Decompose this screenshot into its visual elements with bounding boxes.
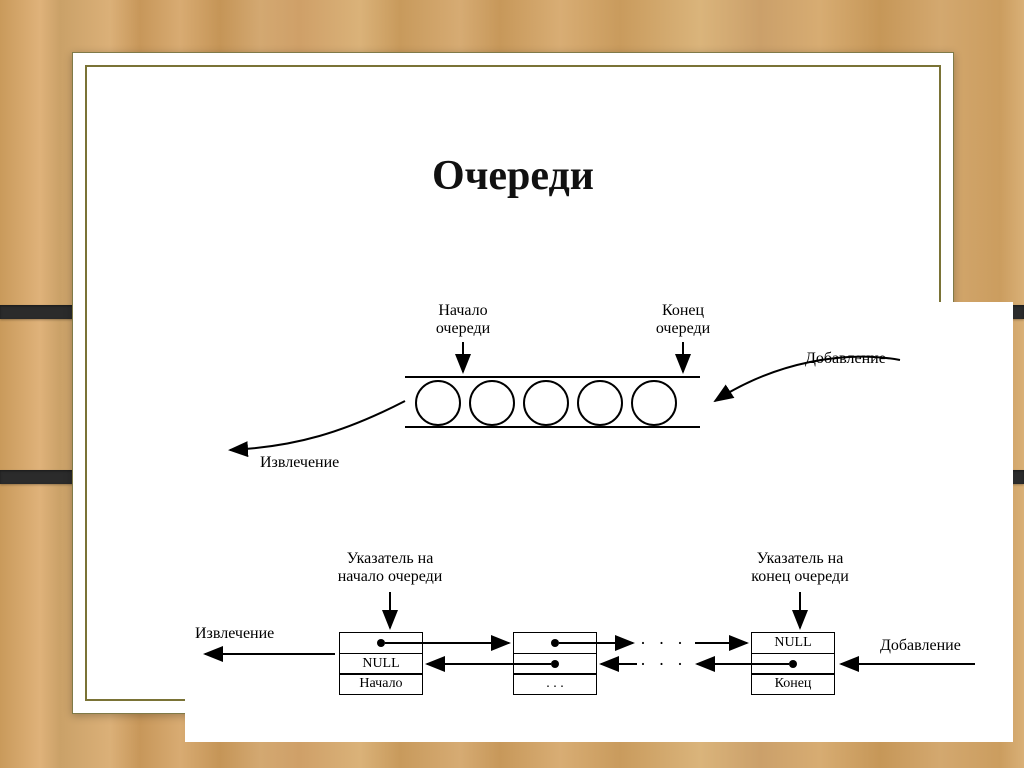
binder-decoration (0, 305, 78, 319)
queue-diagram: Начало очереди Конец очереди Добавление … (185, 302, 1013, 742)
label-ptr-end: Указатель на конец очереди (730, 550, 870, 585)
cell-data-end: Конец (751, 673, 835, 695)
label-ptr-start: Указатель на начало очереди (320, 550, 460, 585)
rail-top (405, 376, 700, 378)
cell-prev-ptr (513, 653, 597, 675)
queue-slot (577, 380, 623, 426)
cell-prev-ptr (751, 653, 835, 675)
list-node-end: NULL Конец (751, 632, 835, 695)
wood-background: Очереди Начало очереди Конец очереди Доб… (0, 0, 1024, 768)
label-addition-top: Добавление (805, 350, 886, 368)
slide-title: Очереди (87, 152, 939, 200)
dot-icon (551, 660, 559, 668)
queue-slot (415, 380, 461, 426)
ellipsis-top: · · · (640, 634, 687, 654)
bottom-arrows (185, 302, 1013, 742)
cell-data-ellipsis: . . . (513, 673, 597, 695)
slide-inner-border: Очереди Начало очереди Конец очереди Доб… (85, 65, 941, 701)
cell-next-null: NULL (751, 632, 835, 654)
slide-card: Очереди Начало очереди Конец очереди Доб… (72, 52, 954, 714)
queue-slot (523, 380, 569, 426)
cell-prev-null: NULL (339, 653, 423, 675)
label-queue-end: Конец очереди (623, 302, 743, 337)
label-extraction-bottom: Извлечение (195, 625, 274, 643)
queue-slot (631, 380, 677, 426)
binder-decoration (0, 470, 78, 484)
dot-icon (789, 660, 797, 668)
dot-icon (377, 639, 385, 647)
cell-next-ptr (513, 632, 597, 654)
label-queue-start: Начало очереди (403, 302, 523, 337)
label-extraction-top: Извлечение (260, 454, 339, 472)
label-addition-bottom: Добавление (880, 637, 961, 655)
cell-data-start: Начало (339, 673, 423, 695)
ellipsis-bottom: · · · (640, 655, 687, 675)
dot-icon (551, 639, 559, 647)
queue-slot (469, 380, 515, 426)
list-node-middle: . . . (513, 632, 597, 695)
diagram-area: Начало очереди Конец очереди Добавление … (185, 302, 1013, 742)
rail-bottom (405, 426, 700, 428)
list-node-start: NULL Начало (339, 632, 423, 695)
cell-next-ptr (339, 632, 423, 654)
